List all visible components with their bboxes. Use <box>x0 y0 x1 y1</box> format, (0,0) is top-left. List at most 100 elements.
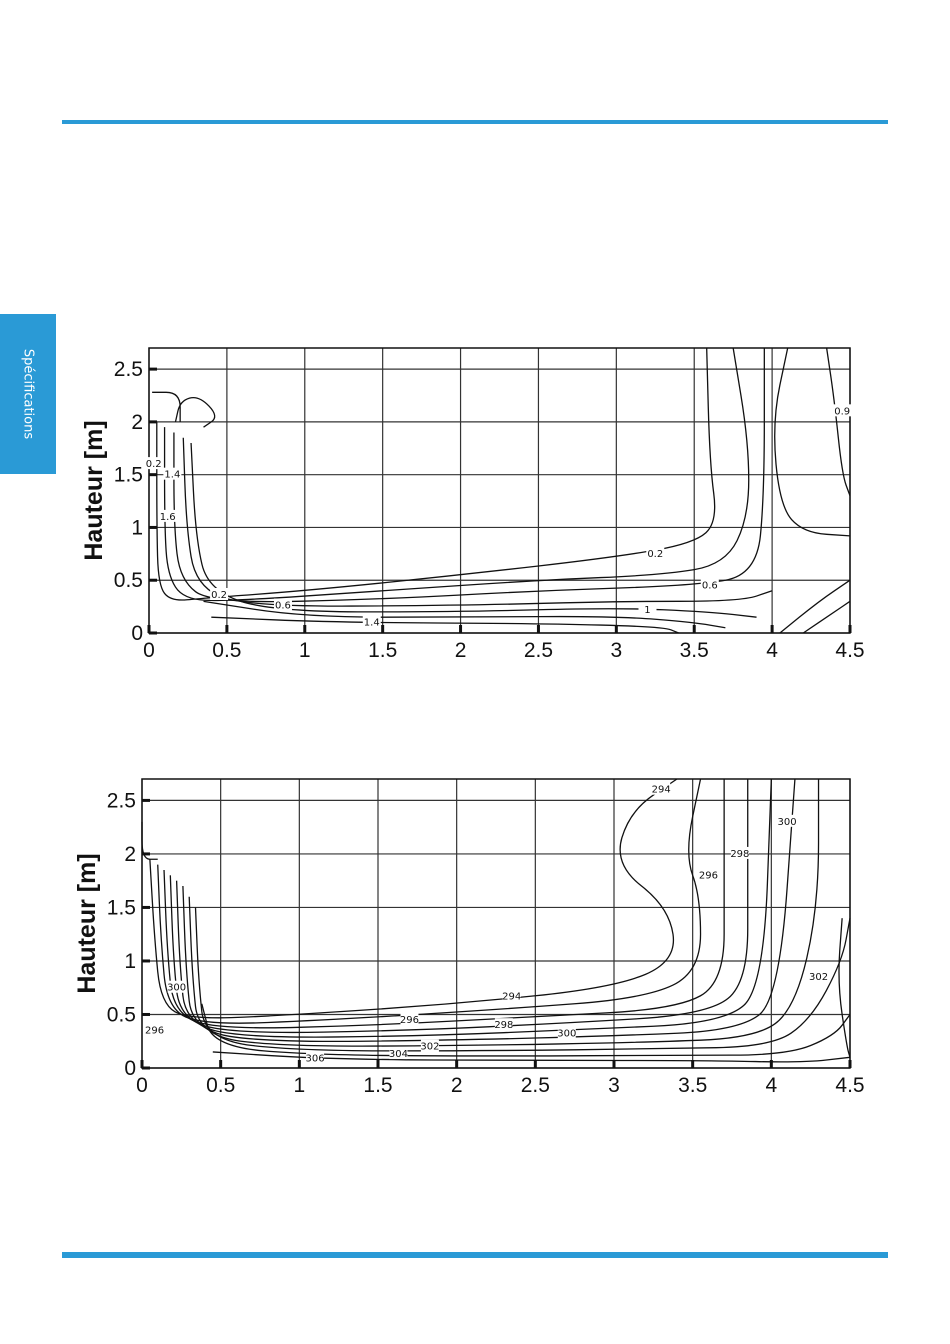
y-tick-label: 0.5 <box>107 1003 136 1026</box>
y-axis-label: Hauteur [m] <box>73 853 101 993</box>
contour-line <box>779 579 851 634</box>
sidebar-tab-specifications[interactable]: Spécifications <box>0 314 56 474</box>
contour-label: 0.2 <box>647 549 663 560</box>
y-tick-label: 1.5 <box>107 896 136 919</box>
footer-rule <box>62 1252 888 1258</box>
y-tick-label: 2 <box>124 843 136 866</box>
contour-line <box>169 779 749 1034</box>
contour-line <box>182 437 773 607</box>
contour-line <box>149 778 678 1019</box>
contour-label-bg <box>700 578 719 591</box>
contour-label: 0.9 <box>834 406 850 417</box>
x-tick-label: 1.5 <box>363 1074 392 1097</box>
contour-label: 1.4 <box>364 617 380 628</box>
x-tick-label: 0.5 <box>212 639 241 662</box>
contour-line <box>182 778 796 1043</box>
x-tick-label: 3.5 <box>678 1074 707 1097</box>
contour-label-bg <box>273 598 292 611</box>
x-tick-label: 0 <box>143 639 155 662</box>
contour-label: 298 <box>730 849 749 860</box>
contour-label-bg <box>833 404 852 417</box>
contour-label-bg <box>778 814 797 827</box>
contour-line <box>175 778 772 1038</box>
contour-label: 300 <box>778 817 797 828</box>
contour-label: 1.4 <box>164 470 180 481</box>
x-tick-label: 2.5 <box>524 639 553 662</box>
contour-label: 296 <box>145 1026 164 1037</box>
contour-label-bg <box>163 467 182 480</box>
contour-line <box>163 347 750 602</box>
contour-line <box>774 347 851 537</box>
x-tick-label: 2.5 <box>521 1074 550 1097</box>
contour-line <box>157 778 702 1024</box>
x-tick-label: 1 <box>299 639 311 662</box>
contour-line <box>173 348 765 603</box>
x-tick-label: 2 <box>455 639 467 662</box>
contour-label-bg <box>145 1023 164 1036</box>
y-tick-label: 0 <box>124 1057 136 1080</box>
contour-label-bg <box>699 868 718 881</box>
contour-label-bg <box>400 1012 419 1025</box>
contour-label: 302 <box>809 972 828 983</box>
contour-label-bg <box>420 1039 439 1052</box>
contour-label: 0.6 <box>275 601 291 612</box>
contour-line <box>212 1051 851 1063</box>
x-tick-label: 4 <box>766 639 778 662</box>
contour-label-bg <box>306 1051 325 1064</box>
x-tick-label: 3 <box>608 1074 620 1097</box>
contour-line <box>188 779 820 1047</box>
contour-label-bg <box>362 615 381 628</box>
contour-label: 302 <box>420 1042 439 1053</box>
contour-line <box>190 442 757 618</box>
contour-label-bg <box>730 846 749 859</box>
contour-line <box>838 918 851 1058</box>
contour-label-bg <box>502 989 521 1002</box>
x-tick-label: 3.5 <box>680 639 709 662</box>
contour-label: 1.6 <box>160 512 176 523</box>
contour-label-bg <box>167 980 186 993</box>
contour-line <box>802 600 851 634</box>
contour-label: 304 <box>389 1049 408 1060</box>
contour-label-bg <box>210 588 229 600</box>
y-tick-label: 0.5 <box>114 569 143 592</box>
contour-label-bg <box>389 1047 408 1060</box>
contour-line <box>163 779 725 1029</box>
x-tick-label: 4.5 <box>835 639 864 662</box>
x-tick-label: 0.5 <box>206 1074 235 1097</box>
plot-frame <box>141 778 851 1069</box>
contour-label: 306 <box>306 1053 325 1064</box>
y-tick-label: 1 <box>124 950 136 973</box>
contour-label-bg <box>646 546 665 559</box>
contour-label: 294 <box>652 785 671 796</box>
contour-label: 294 <box>502 991 521 1002</box>
contour-line <box>194 907 851 1052</box>
contour-line <box>203 600 726 629</box>
x-tick-label: 1.5 <box>368 639 397 662</box>
y-tick-label: 2 <box>131 411 143 434</box>
plot-frame <box>148 347 851 634</box>
contour-line <box>152 391 181 422</box>
contour-label: 0.2 <box>146 459 162 470</box>
contour-label: 300 <box>557 1029 576 1040</box>
contour-label: 298 <box>494 1020 513 1031</box>
y-tick-label: 1 <box>131 516 143 539</box>
x-tick-label: 1 <box>293 1074 305 1097</box>
x-tick-label: 2 <box>451 1074 463 1097</box>
y-axis-label: Hauteur [m] <box>80 420 108 560</box>
contour-label: 0.2 <box>211 590 227 601</box>
contour-line <box>156 347 716 601</box>
contour-label-bg <box>638 602 657 615</box>
y-tick-label: 2.5 <box>114 358 143 381</box>
contour-label: 0.6 <box>702 581 718 592</box>
contour-line <box>211 616 679 634</box>
y-tick-label: 1.5 <box>114 464 143 487</box>
contour-line <box>174 396 216 428</box>
contour-label: 1 <box>644 605 650 616</box>
contour-label-bg <box>158 509 177 522</box>
x-tick-label: 3 <box>610 639 622 662</box>
contour-label-bg <box>809 970 828 983</box>
contour-label: 296 <box>400 1015 419 1026</box>
contour-label: 300 <box>167 983 186 994</box>
contour-label-bg <box>652 782 671 795</box>
header-rule <box>62 120 888 124</box>
